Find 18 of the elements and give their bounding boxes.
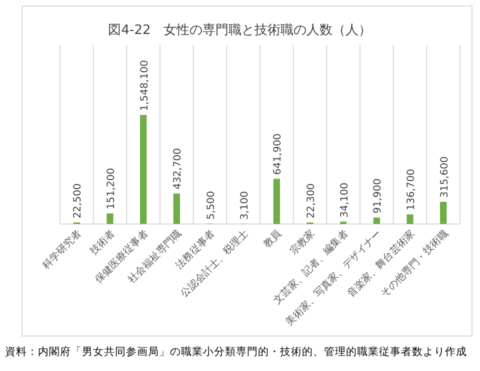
- text: 資料：内閣府「男女共同参画局」の職業小分類専門的・技術的、管理的職業従事者数より作成: [5, 345, 467, 358]
- data-label: 151,200: [106, 168, 117, 210]
- x-tick-label: 教員: [262, 228, 284, 250]
- data-label: 5,500: [206, 190, 217, 220]
- data-label: 91,900: [372, 178, 384, 214]
- data-label: 34,100: [339, 182, 350, 218]
- x-tick-label: 宗教家: [287, 228, 318, 258]
- x-tick-label: 科学研究者: [40, 228, 84, 272]
- data-label: 136,700: [406, 169, 417, 210]
- x-tick-label: 技術者: [86, 228, 118, 258]
- data-label: 22,300: [306, 183, 317, 218]
- data-label: 22,500: [72, 183, 84, 218]
- data-label: 432,700: [172, 148, 184, 190]
- data-label: 315,600: [439, 156, 450, 198]
- data-label: 1,548,100: [139, 60, 150, 111]
- chart-title: 図4-22 女性の専門職と技術職の人数（人）: [108, 23, 372, 38]
- data-label: 3,100: [239, 191, 250, 220]
- data-label: 641,900: [272, 133, 284, 175]
